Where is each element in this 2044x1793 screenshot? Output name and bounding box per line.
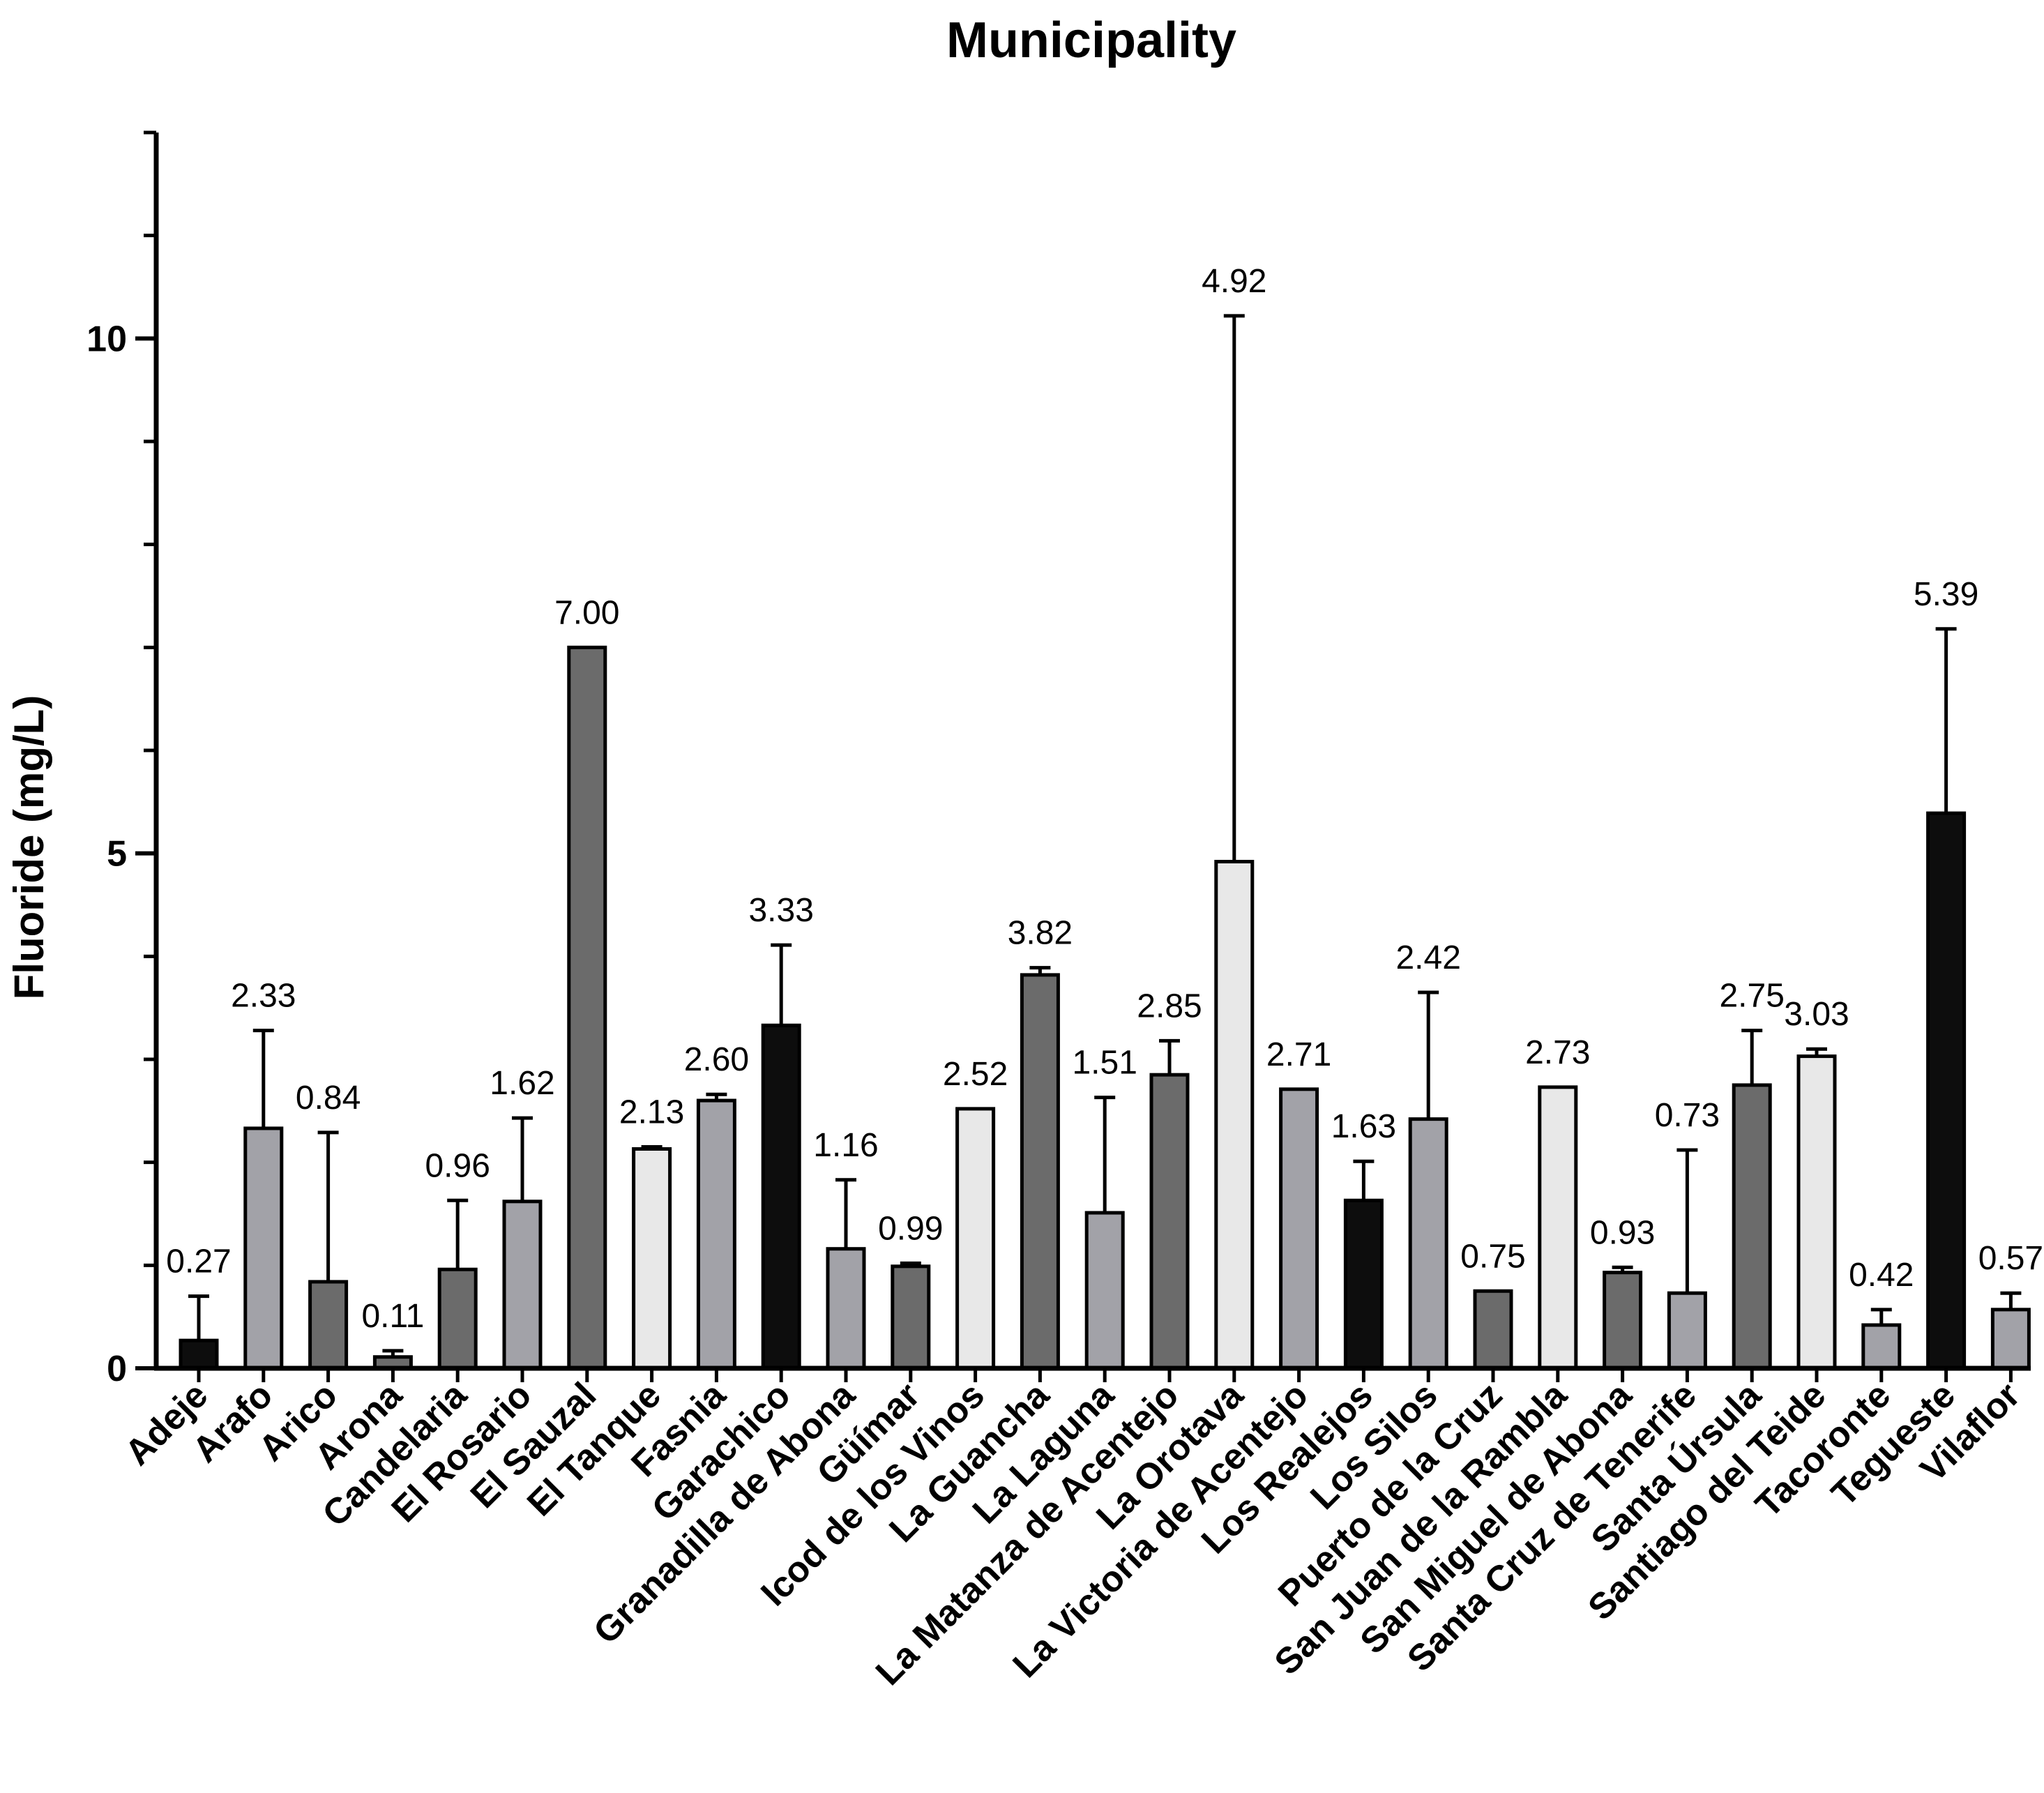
data-label: 1.16 [813,1127,878,1164]
y-tick-label: 5 [107,834,127,875]
bar [1084,1211,1125,1370]
y-axis-label: Fluoride (mg/L) [6,695,52,1000]
data-label: 0.99 [878,1210,943,1247]
bar [243,1126,284,1370]
data-label: 4.92 [1202,263,1266,300]
bar [1020,973,1060,1370]
data-label: 1.51 [1072,1045,1137,1082]
bar [1538,1085,1578,1370]
data-label: 3.82 [1008,915,1073,952]
bar [437,1267,478,1370]
data-label: 2.75 [1719,978,1784,1015]
bar [1214,859,1255,1370]
data-label: 7.00 [554,594,619,631]
data-label: 2.73 [1525,1034,1590,1071]
plot-area: 05100.27Adeje2.33Arafo0.84Arico0.11Arona… [86,130,2043,1693]
y-tick-label: 0 [107,1349,127,1389]
data-label: 2.13 [619,1094,684,1131]
bar [1732,1083,1772,1370]
data-label: 0.42 [1849,1257,1914,1294]
data-label: 2.42 [1395,939,1460,976]
bar [1796,1054,1837,1370]
data-label: 0.84 [296,1080,361,1117]
bar [1149,1073,1190,1370]
data-label: 1.62 [490,1065,554,1102]
bar [696,1098,736,1370]
data-label: 3.03 [1784,996,1849,1033]
bar [1279,1087,1319,1370]
data-label: 2.85 [1137,988,1202,1024]
bar [567,645,607,1370]
bar [1603,1271,1643,1370]
bar [1343,1198,1384,1370]
data-label: 0.27 [166,1243,231,1280]
bar [761,1023,801,1370]
bar [1861,1323,1902,1370]
bar [502,1200,543,1370]
data-label: 2.52 [943,1056,1008,1093]
bar [955,1107,996,1370]
data-label: 0.57 [1978,1240,2043,1277]
bar [1473,1289,1513,1370]
bar [826,1247,866,1370]
data-label: 0.96 [425,1147,490,1184]
bar [1408,1117,1448,1370]
chart-title: Municipality [946,13,1236,68]
data-label: 0.73 [1655,1097,1720,1134]
bar [632,1147,672,1370]
data-label: 1.63 [1331,1108,1396,1145]
data-label: 0.93 [1590,1214,1655,1251]
y-tick-label: 10 [86,319,127,359]
bar [308,1280,349,1370]
data-label: 2.60 [684,1041,749,1078]
bar [1667,1291,1707,1370]
bar [1926,811,1967,1370]
data-label: 2.71 [1266,1036,1331,1073]
data-label: 0.11 [361,1298,424,1335]
bar [891,1264,931,1370]
data-label: 2.33 [231,978,296,1015]
data-label: 5.39 [1914,576,1978,613]
data-label: 0.75 [1460,1238,1525,1275]
bar [1990,1308,2031,1370]
data-label: 3.33 [748,892,813,929]
bar [179,1338,219,1370]
